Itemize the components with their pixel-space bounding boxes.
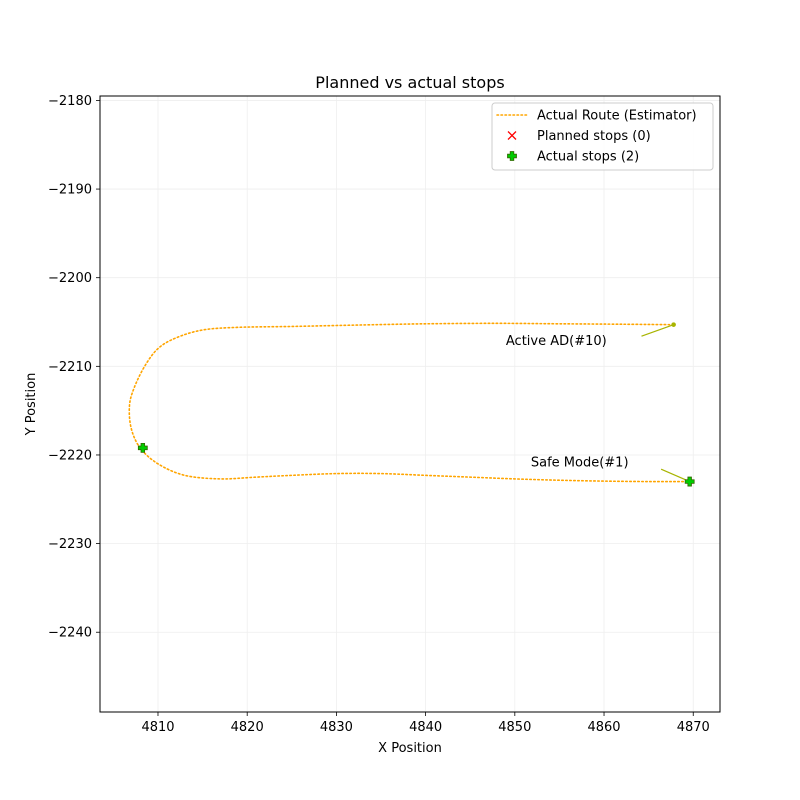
y-tick-label: −2220 [48,448,92,463]
legend-plus-key [507,151,517,161]
annotation-label: Active AD(#10) [506,334,607,349]
x-tick-label: 4860 [587,720,620,735]
y-tick-label: −2180 [48,94,92,109]
chart-title: Planned vs actual stops [315,73,504,92]
x-tick-label: 4820 [231,720,264,735]
x-tick-label: 4830 [320,720,353,735]
y-tick-label: −2230 [48,537,92,552]
x-tick-label: 4870 [677,720,710,735]
actual-stop-marker [684,476,695,487]
plot-area: Active AD(#10) Safe Mode(#1) [128,322,695,487]
actual-stop-marker [137,442,148,453]
legend-label: Actual Route (Estimator) [537,109,697,124]
legend-label: Actual stops (2) [537,150,639,165]
y-tick-label: −2240 [48,626,92,641]
y-tick-label: −2190 [48,183,92,198]
y-tick-label: −2200 [48,271,92,286]
x-tick-label: 4850 [498,720,531,735]
annotation-arrow [641,324,674,337]
legend-label: Planned stops (0) [537,129,651,144]
legend-box [491,102,714,171]
grid [100,96,720,712]
route-line [128,322,693,483]
legend-x-key [507,131,517,140]
y-tick-label: −2210 [48,360,92,375]
event-marker [671,322,676,327]
plot-frame [99,95,721,713]
annotation-label: Safe Mode(#1) [531,455,629,470]
x-axis-label: X Position [378,741,442,756]
x-tick-label: 4840 [409,720,442,735]
x-tick-label: 4810 [141,720,174,735]
y-axis-label: Y Position [24,373,39,437]
legend: Actual Route (Estimator) Planned stops (0… [491,102,714,171]
axis-ticks: 4810 4820 4830 4840 4850 4860 4870 −2180 −2190 −2… [48,94,710,735]
